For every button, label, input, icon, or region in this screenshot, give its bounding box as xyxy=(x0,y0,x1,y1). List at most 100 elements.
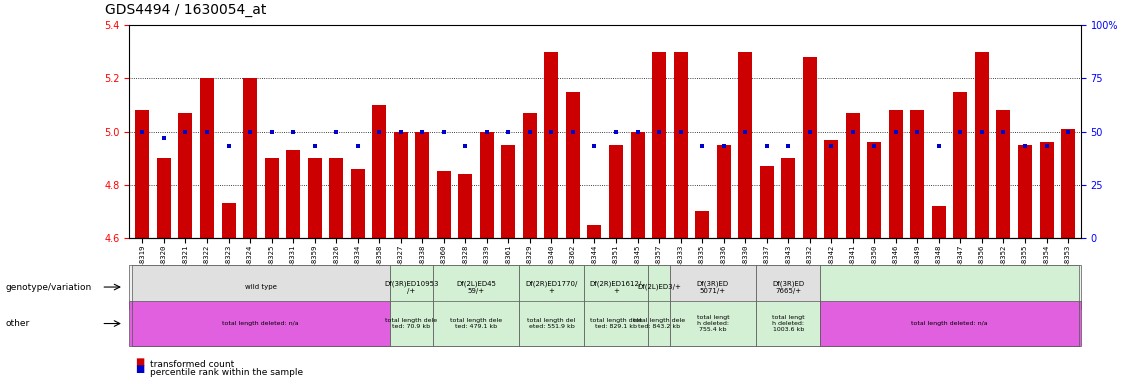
Point xyxy=(715,143,733,149)
Bar xyxy=(307,158,322,238)
Text: genotype/variation: genotype/variation xyxy=(6,283,92,291)
Bar xyxy=(1039,142,1054,238)
Point xyxy=(822,143,840,149)
Text: Df(2R)ED1770/
+: Df(2R)ED1770/ + xyxy=(525,280,578,294)
Point xyxy=(155,135,173,141)
Text: total length dele
ted: 829.1 kb: total length dele ted: 829.1 kb xyxy=(590,318,642,329)
Text: total lengt
h deleted:
1003.6 kb: total lengt h deleted: 1003.6 kb xyxy=(772,315,804,332)
Point xyxy=(801,129,819,135)
Text: total length dele
ted: 479.1 kb: total length dele ted: 479.1 kb xyxy=(450,318,502,329)
Text: total lengt
h deleted:
755.4 kb: total lengt h deleted: 755.4 kb xyxy=(697,315,730,332)
Text: ■: ■ xyxy=(135,364,144,374)
Bar xyxy=(501,145,516,238)
Bar xyxy=(609,145,623,238)
Point xyxy=(133,129,151,135)
Point xyxy=(521,129,539,135)
Point xyxy=(736,129,754,135)
Text: ■: ■ xyxy=(135,357,144,367)
Bar xyxy=(437,172,450,238)
Point xyxy=(262,129,280,135)
Bar xyxy=(716,145,731,238)
Point xyxy=(370,129,388,135)
Point xyxy=(758,143,776,149)
Point xyxy=(198,129,216,135)
Bar xyxy=(157,158,171,238)
Bar xyxy=(652,51,667,238)
Text: wild type: wild type xyxy=(244,284,277,290)
Bar xyxy=(673,51,688,238)
Point xyxy=(328,129,346,135)
Point xyxy=(865,143,883,149)
Point xyxy=(392,129,410,135)
Text: total length del
eted: 551.9 kb: total length del eted: 551.9 kb xyxy=(527,318,575,329)
Point xyxy=(843,129,861,135)
Bar xyxy=(932,206,946,238)
Point xyxy=(456,143,474,149)
Point xyxy=(671,129,689,135)
Point xyxy=(930,143,948,149)
Bar xyxy=(910,110,924,238)
Text: GDS4494 / 1630054_at: GDS4494 / 1630054_at xyxy=(105,3,267,17)
Point xyxy=(477,129,495,135)
Text: Df(3R)ED
7665/+: Df(3R)ED 7665/+ xyxy=(772,280,804,294)
Bar xyxy=(1018,145,1033,238)
Text: total length deleted: n/a: total length deleted: n/a xyxy=(223,321,300,326)
Bar xyxy=(760,166,774,238)
Bar xyxy=(824,139,838,238)
Text: Df(2R)ED1612/
+: Df(2R)ED1612/ + xyxy=(590,280,642,294)
Point xyxy=(779,143,797,149)
Bar xyxy=(803,57,816,238)
Bar xyxy=(458,174,472,238)
Point xyxy=(349,143,367,149)
Bar xyxy=(222,204,235,238)
Text: transformed count: transformed count xyxy=(150,360,234,369)
Point xyxy=(413,129,431,135)
Bar xyxy=(480,131,494,238)
Point xyxy=(305,143,323,149)
Text: other: other xyxy=(6,319,30,328)
Bar xyxy=(631,131,644,238)
Text: total length dele
ted: 843.2 kb: total length dele ted: 843.2 kb xyxy=(633,318,685,329)
Point xyxy=(951,129,969,135)
Point xyxy=(543,129,561,135)
Point xyxy=(1060,129,1078,135)
Text: Df(3R)ED
5071/+: Df(3R)ED 5071/+ xyxy=(697,280,729,294)
Point xyxy=(564,129,582,135)
Point xyxy=(1037,143,1055,149)
Point xyxy=(607,129,625,135)
Bar xyxy=(781,158,795,238)
Bar xyxy=(135,110,150,238)
Point xyxy=(887,129,905,135)
Bar xyxy=(200,78,214,238)
Text: Df(2L)ED45
59/+: Df(2L)ED45 59/+ xyxy=(456,280,497,294)
Bar xyxy=(1061,129,1075,238)
Bar xyxy=(394,131,408,238)
Text: Df(3R)ED10953
/+: Df(3R)ED10953 /+ xyxy=(384,280,439,294)
Bar xyxy=(739,51,752,238)
Point xyxy=(994,129,1012,135)
Bar xyxy=(329,158,343,238)
Point xyxy=(499,129,517,135)
Point xyxy=(909,129,927,135)
Point xyxy=(628,129,646,135)
Text: percentile rank within the sample: percentile rank within the sample xyxy=(150,368,303,377)
Bar xyxy=(373,105,386,238)
Bar xyxy=(997,110,1010,238)
Point xyxy=(284,129,302,135)
Bar xyxy=(588,225,601,238)
Point xyxy=(586,143,604,149)
Point xyxy=(694,143,712,149)
Text: total length dele
ted: 70.9 kb: total length dele ted: 70.9 kb xyxy=(385,318,438,329)
Bar xyxy=(695,212,709,238)
Bar xyxy=(975,51,989,238)
Bar xyxy=(867,142,882,238)
Text: total length deleted: n/a: total length deleted: n/a xyxy=(911,321,988,326)
Bar xyxy=(544,51,558,238)
Bar xyxy=(243,78,257,238)
Bar xyxy=(286,150,301,238)
Point xyxy=(177,129,195,135)
Bar xyxy=(954,91,967,238)
Point xyxy=(973,129,991,135)
Bar xyxy=(846,113,860,238)
Text: Df(2L)ED3/+: Df(2L)ED3/+ xyxy=(637,284,681,290)
